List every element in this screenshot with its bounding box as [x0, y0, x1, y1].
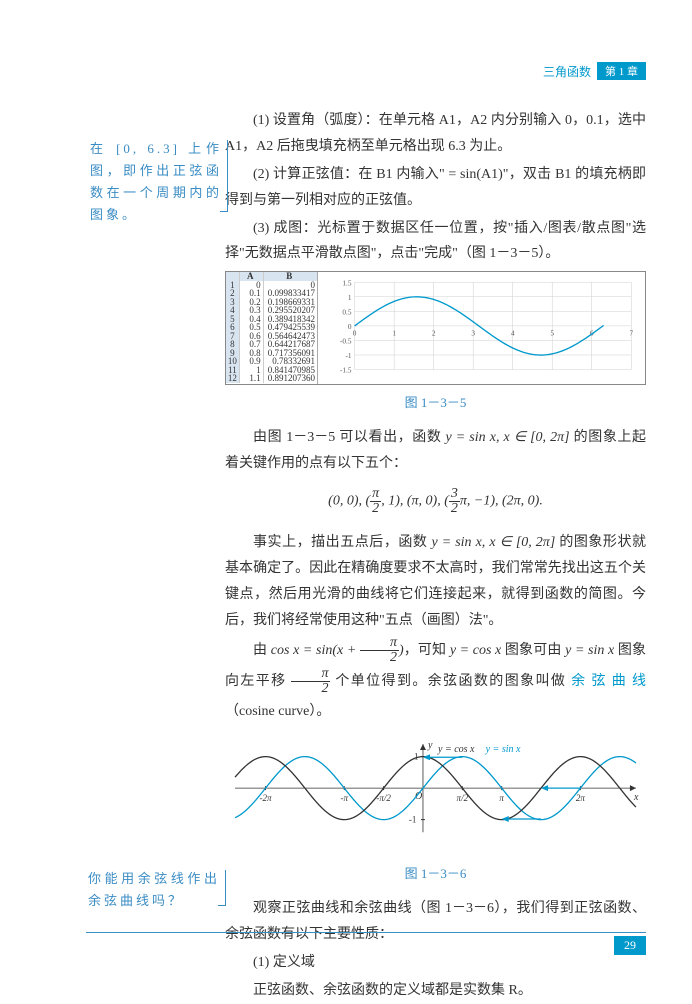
- chapter-badge: 第 1 章: [597, 62, 646, 80]
- math-expr: y = sin x, x ∈ [0, 2π]: [445, 430, 569, 445]
- page-number: 29: [614, 936, 646, 955]
- svg-text:x: x: [633, 792, 639, 803]
- paragraph-9: 正弦函数、余弦函数的定义域都是实数集 R。: [225, 978, 646, 1004]
- svg-text:1.5: 1.5: [342, 280, 351, 288]
- svg-text:π: π: [499, 793, 504, 803]
- table-row: 121.10.891207360: [226, 374, 317, 383]
- term-cosine-curve: 余 弦 曲 线: [566, 674, 646, 689]
- svg-text:4: 4: [511, 330, 515, 338]
- paragraph-7: 观察正弦曲线和余弦曲线（图 1－3－6），我们得到正弦函数、余弦函数有以下主要性…: [225, 896, 646, 948]
- main-content: (1) 设置角（弧度）：在单元格 A1，A2 内分别输入 0，0.1，选中 A1…: [225, 60, 646, 1004]
- paragraph-6: 由 cos x = sin(x + π2)，可知 y = cos x 图象可由 …: [225, 636, 646, 728]
- svg-text:y = sin x: y = sin x: [485, 744, 521, 755]
- paragraph-4: 由图 1－3－5 可以看出，函数 y = sin x, x ∈ [0, 2π] …: [225, 425, 646, 477]
- paragraph-3: (3) 成图：光标置于数据区任一位置，按"插入/图表/散点图"选择"无数据点平滑…: [225, 216, 646, 268]
- svg-text:1: 1: [348, 294, 352, 302]
- svg-text:-π: -π: [340, 793, 348, 803]
- math-expr: y = cos x: [450, 643, 501, 658]
- math-expr: y = sin x: [565, 643, 614, 658]
- svg-text:7: 7: [629, 330, 633, 338]
- svg-text:-1: -1: [345, 353, 351, 361]
- spreadsheet-figure: A B 10020.10.09983341730.20.19866933140.…: [225, 271, 646, 385]
- svg-text:y = cos x: y = cos x: [437, 744, 475, 755]
- sheet-header-row: A B: [226, 272, 317, 281]
- margin-note-2-text: 你能用余弦线作出余弦曲线吗？: [88, 871, 220, 908]
- margin-note-1-text: 在 [0, 6.3] 上作图，即作出正弦函数在一个周期内的图象。: [90, 141, 222, 222]
- five-key-points: (0, 0), (π2, 1), (π, 0), (32π, −1), (2π,…: [225, 487, 646, 516]
- note-bracket-icon: [218, 870, 226, 906]
- svg-text:-0.5: -0.5: [340, 338, 352, 346]
- svg-text:-1: -1: [409, 815, 417, 825]
- note-bracket-icon: [220, 140, 228, 212]
- sine-chart-svg: -1.5-1-0.500.511.501234567: [324, 276, 639, 380]
- math-expr: cos x = sin(x + π2): [271, 643, 404, 658]
- svg-text:-2π: -2π: [260, 793, 273, 803]
- paragraph-2: (2) 计算正弦值：在 B1 内输入" = sin(A1)"，双击 B1 的填充…: [225, 162, 646, 214]
- svg-text:0: 0: [348, 323, 352, 331]
- svg-text:2: 2: [432, 330, 436, 338]
- svg-text:0: 0: [353, 330, 357, 338]
- svg-text:1: 1: [392, 330, 396, 338]
- math-frac: π2: [291, 667, 330, 696]
- figure-caption-2: 图 1－3－6: [225, 862, 646, 886]
- breadcrumb: 三角函数 第 1 章: [543, 62, 646, 80]
- paragraph-1: (1) 设置角（弧度）：在单元格 A1，A2 内分别输入 0，0.1，选中 A1…: [225, 108, 646, 160]
- svg-text:y: y: [427, 740, 433, 751]
- spreadsheet-data: A B 10020.10.09983341730.20.19866933140.…: [226, 272, 318, 384]
- svg-text:2π: 2π: [576, 793, 586, 803]
- cosine-chart-svg: yxO1-1-2π-π-π/2π/2π2πy = cos xy = sin x: [225, 736, 646, 846]
- margin-note-2: 你能用余弦线作出余弦曲线吗？: [88, 868, 220, 912]
- cosine-curve-chart: yxO1-1-2π-π-π/2π/2π2πy = cos xy = sin x: [225, 736, 646, 856]
- paragraph-8: (1) 定义域: [225, 950, 646, 976]
- math-expr: y = sin x, x ∈ [0, 2π]: [431, 535, 555, 550]
- svg-text:-1.5: -1.5: [340, 367, 352, 375]
- spreadsheet-chart: -1.5-1-0.500.511.501234567: [318, 272, 645, 384]
- paragraph-5: 事实上，描出五点后，函数 y = sin x, x ∈ [0, 2π] 的图象形…: [225, 530, 646, 634]
- col-header-b: B: [264, 272, 317, 281]
- svg-text:5: 5: [550, 330, 554, 338]
- figure-caption-1: 图 1－3－5: [225, 391, 646, 415]
- footer-rule: [86, 932, 646, 933]
- margin-note-1: 在 [0, 6.3] 上作图，即作出正弦函数在一个周期内的图象。: [90, 138, 222, 226]
- svg-text:3: 3: [471, 330, 475, 338]
- breadcrumb-text: 三角函数: [543, 63, 591, 80]
- svg-text:0.5: 0.5: [342, 309, 351, 317]
